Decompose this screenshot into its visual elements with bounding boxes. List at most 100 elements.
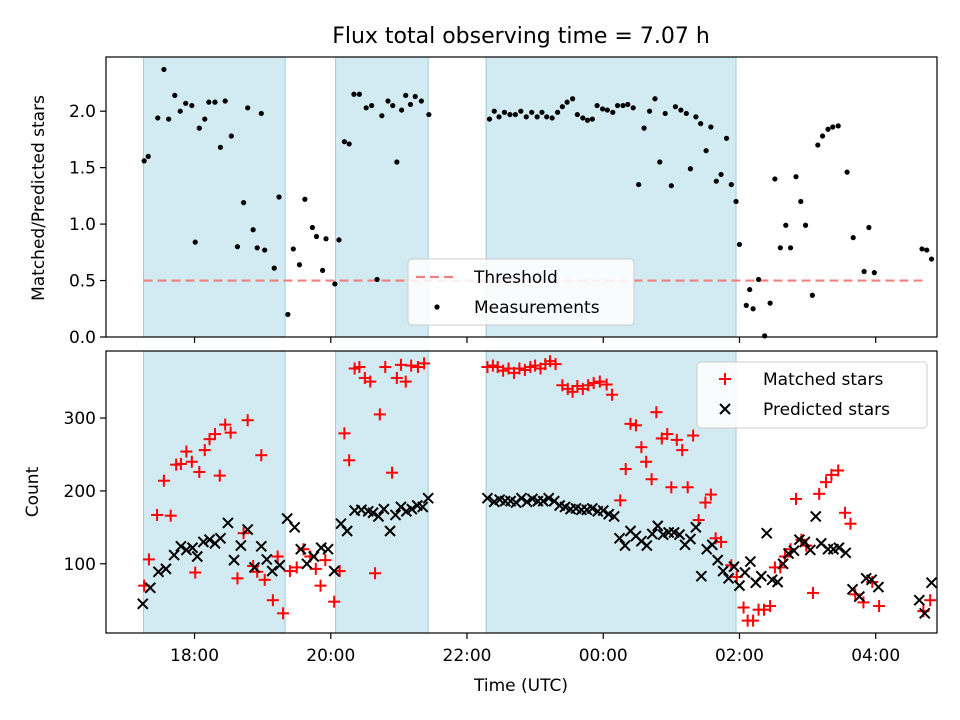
measurement-point [234,244,241,250]
measurement-point [762,333,768,339]
x-tick-label: 18:00 [170,646,219,666]
matched-star-point [290,561,303,574]
top-x-ticks [193,337,877,343]
measurement-point [564,99,570,105]
predicted-star-point [744,555,757,568]
matched-star-point [665,481,678,494]
measurement-point [718,171,724,178]
predicted-star-point [191,550,203,563]
predicted-star-point [322,543,334,555]
measurement-point [290,246,296,252]
observing-interval-band [142,56,286,338]
matched-star-point [807,586,820,599]
measurement-point [309,224,315,231]
predicted-star-point [619,539,631,552]
measurement-point [733,198,739,205]
measurement-point [240,200,247,206]
matched-star-point [661,428,674,441]
measurement-point [589,116,595,122]
legend-threshold-label: Threshold [473,268,558,288]
matched-star-point [640,455,653,468]
measurement-point [385,98,391,104]
matched-star-point [319,554,332,567]
matched-star-point [189,566,202,579]
predicted-star-point [586,502,599,515]
matched-star-point [164,509,177,522]
predicted-star-point [152,566,165,578]
measurement-point [678,107,684,113]
measurement-point [222,98,228,104]
predicted-star-point [706,539,718,551]
predicted-star-point [144,582,156,594]
measurement-point [189,102,195,109]
x-axis-label: Time (UTC) [473,676,568,696]
matched-star-point [614,494,627,507]
matched-star-point [571,379,584,392]
measurement-point [672,104,679,110]
measurement-point [245,105,251,111]
matched-star-point [266,594,279,607]
matched-star-point [251,565,264,578]
predicted-star-point [203,534,216,546]
measurement-point [620,102,626,109]
matched-star-point [600,378,613,391]
measurement-point [584,117,591,123]
predicted-star-point [799,536,811,548]
matched-star-point [645,473,658,486]
measurement-point [614,102,621,109]
predicted-star-point [833,542,845,554]
predicted-star-point [175,540,187,552]
top-legend-box [407,258,635,326]
x-tick-label: 02:00 [715,646,764,666]
measurement-point [320,267,326,273]
matched-star-point [203,433,216,446]
measurement-point [399,107,405,113]
predicted-star-point [222,517,234,529]
matched-star-point [224,426,237,439]
matched-star-point [544,355,557,368]
bottom-x-axis: 18:00 20:00 22:00 00:00 02:00 04:00 [170,633,900,666]
matched-star-point [343,454,356,467]
predicted-star-point [197,536,210,548]
predicted-star-point [372,510,385,523]
matched-star-point [151,508,164,521]
measurement-point [379,113,385,119]
predicted-star-point [228,554,240,566]
observing-interval-band [485,350,737,634]
y-tick-label: 300 [64,409,96,429]
measurement-point [662,110,668,117]
measurement-point [636,181,642,188]
matched-star-point [513,362,526,375]
matched-star-point [198,444,211,457]
matched-star-point [333,565,346,578]
predicted-star-point [925,577,938,589]
matched-star-point [193,465,206,478]
measurement-point [228,133,234,139]
measurement-point [549,115,555,121]
measurement-point [403,92,409,98]
measurement-point [356,91,362,97]
predicted-star-point [804,544,817,556]
matched-star-point [873,600,886,613]
measurement-point [569,96,576,102]
predicted-star-point [690,521,702,534]
predicted-star-point [684,533,697,545]
predicted-star-point [652,520,664,532]
measurement-point [172,92,178,98]
matched-star-point [231,572,244,585]
matched-star-point [635,441,648,454]
measurement-point [512,111,518,118]
measurement-point [871,270,877,276]
measurement-point [258,110,264,117]
measurement-point [302,196,308,202]
measurement-point [652,96,658,102]
measurement-point [507,111,513,118]
measurement-point [346,141,352,147]
measurement-point [412,93,418,100]
measurement-point [534,114,540,120]
legend-matched-label: Matched stars [763,370,883,390]
measurement-point [815,142,821,148]
measurement-point [486,116,493,122]
measurement-point [374,276,380,283]
